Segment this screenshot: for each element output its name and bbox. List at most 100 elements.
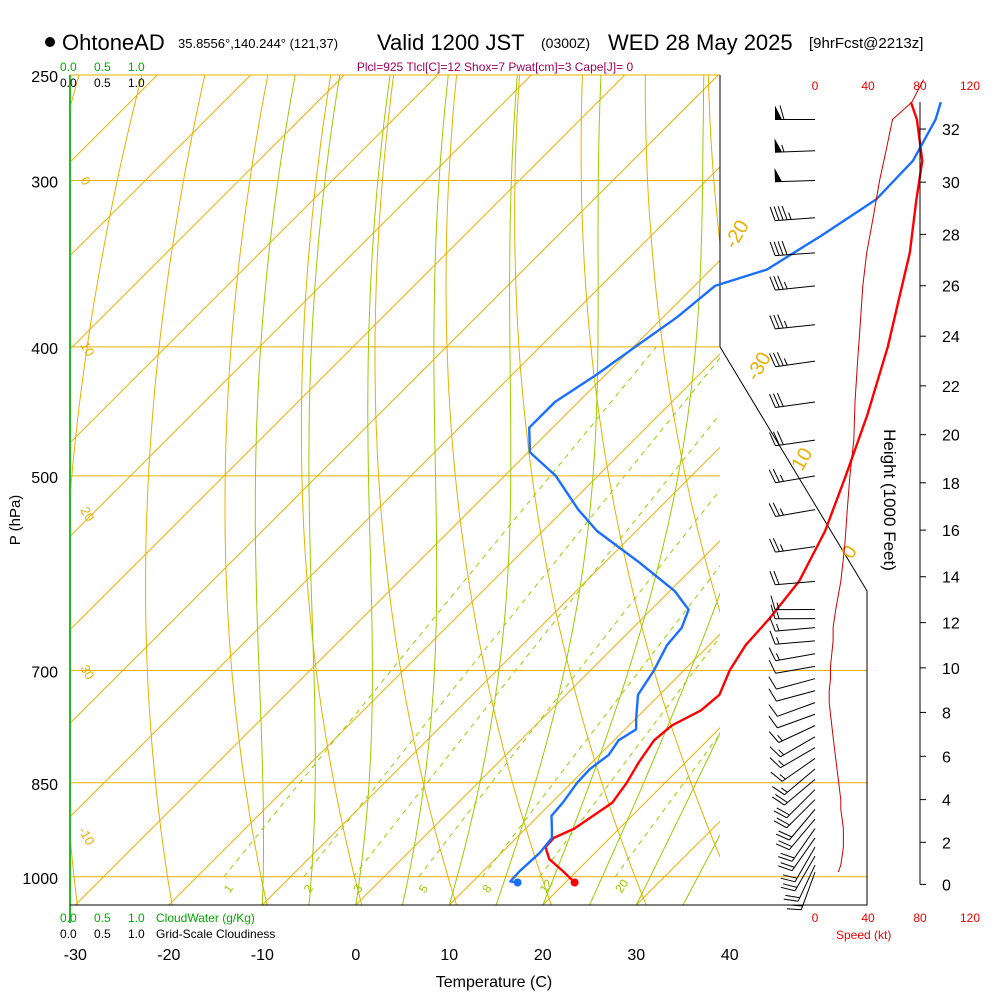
wind-barb-staff bbox=[775, 627, 816, 632]
wind-barb-staff bbox=[791, 828, 816, 862]
isotherm-line bbox=[70, 75, 439, 444]
wind-barb-full bbox=[777, 314, 784, 329]
wind-barb-full bbox=[769, 630, 776, 645]
wind-barb-staff bbox=[781, 758, 816, 782]
station-coords: 35.8556°,140.244° (121,37) bbox=[178, 36, 338, 51]
wind-barb-staff bbox=[775, 475, 816, 484]
wind-barb-full bbox=[769, 757, 781, 769]
wind-barb-full bbox=[773, 810, 787, 819]
wind-barb-full bbox=[769, 571, 776, 585]
wind-barb bbox=[772, 768, 816, 796]
wind-barb-pennant bbox=[774, 138, 782, 153]
pressure-tick-label: 1000 bbox=[22, 871, 58, 888]
wind-barb-full bbox=[781, 205, 788, 220]
station-name: OhtoneAD bbox=[62, 30, 165, 55]
wind-barb-staff bbox=[778, 725, 816, 743]
dry-adiabat-line bbox=[70, 75, 143, 905]
wind-barb bbox=[786, 871, 816, 911]
wind-barb-full bbox=[772, 431, 780, 446]
wind-barb-full bbox=[772, 352, 780, 367]
dry-adiabat-line bbox=[145, 75, 206, 905]
wind-panel bbox=[768, 79, 924, 911]
speed-top-tick-0: 0 bbox=[812, 79, 819, 93]
wind-barb-full bbox=[769, 315, 776, 330]
wind-barb-half bbox=[781, 787, 788, 793]
mixing-ratio-line bbox=[539, 636, 720, 878]
temperature-line bbox=[544, 101, 924, 884]
height-tick-label: 18 bbox=[942, 476, 960, 493]
wind-barb-staff bbox=[775, 285, 816, 291]
moist-adiabat-line bbox=[635, 731, 720, 905]
isotherm-line bbox=[542, 727, 720, 905]
wind-barb-full bbox=[775, 793, 788, 803]
wind-barb-half bbox=[783, 320, 788, 328]
wind-barb-full bbox=[775, 833, 790, 841]
wind-barb bbox=[768, 702, 816, 717]
wind-barb-full bbox=[773, 820, 787, 829]
wind-barb-full bbox=[773, 241, 780, 256]
wind-barb-full bbox=[775, 843, 790, 851]
height-tick-label: 22 bbox=[942, 379, 960, 396]
wind-barb-staff bbox=[780, 747, 816, 769]
wind-barb-full bbox=[768, 659, 777, 674]
y-axis-label: P (hPa) bbox=[7, 495, 24, 546]
wind-barb-full bbox=[783, 898, 799, 902]
cloudwater-bottom-tick-1: 0.5 bbox=[94, 911, 111, 925]
wind-barb-full bbox=[776, 392, 784, 407]
cloudiness-top-tick-0: 0.0 bbox=[60, 76, 77, 90]
cloudiness-bottom-tick-1: 0.5 bbox=[94, 927, 111, 941]
forecast-info: [9hrFcst@2213z] bbox=[809, 35, 923, 52]
wind-barb-full bbox=[770, 771, 783, 782]
mixing-ratio-line bbox=[352, 413, 720, 878]
wind-barb-staff bbox=[784, 768, 816, 796]
pressure-tick-label: 250 bbox=[31, 69, 58, 86]
wind-barb bbox=[768, 713, 816, 729]
wind-barb bbox=[768, 647, 816, 662]
mixing-ratio-label: 3 bbox=[350, 882, 365, 896]
speed-top-tick-3: 120 bbox=[960, 79, 980, 93]
wind-barb-staff bbox=[775, 580, 816, 586]
isotherm-label: -10 bbox=[75, 824, 97, 848]
wind-barb-half bbox=[775, 653, 780, 661]
wind-barb-full bbox=[773, 206, 780, 221]
plot-area bbox=[70, 75, 720, 905]
isotherm-line bbox=[70, 166, 720, 818]
isotherm-line bbox=[448, 633, 720, 905]
wind-barb-full bbox=[769, 241, 776, 256]
isotherm-label: 20 bbox=[77, 504, 97, 524]
wind-barb-half bbox=[779, 544, 784, 552]
wind-barb-half bbox=[776, 602, 780, 610]
wind-barb-pennant bbox=[775, 105, 782, 120]
wind-barb-full bbox=[786, 908, 802, 911]
speed-top-tick-1: 40 bbox=[861, 79, 875, 93]
wind-barb-full bbox=[772, 468, 780, 483]
wind-barb-full bbox=[785, 894, 800, 899]
wind-barb-full bbox=[772, 796, 785, 806]
wind-barb-staff bbox=[775, 324, 816, 330]
valid-time: Valid 1200 JST bbox=[377, 30, 525, 55]
mixing-ratio-line bbox=[223, 346, 657, 878]
wind-barb-staff bbox=[794, 846, 816, 883]
wind-barb-staff bbox=[794, 855, 816, 892]
height-tick-label: 24 bbox=[942, 329, 960, 346]
wind-barb-staff bbox=[775, 439, 816, 447]
height-tick-label: 26 bbox=[942, 279, 960, 296]
moist-adiabat-line bbox=[308, 75, 341, 905]
wind-barb-staff bbox=[776, 678, 816, 690]
height-tick-label: 12 bbox=[942, 616, 960, 633]
wind-barb-half bbox=[779, 474, 784, 482]
height-tick-label: 30 bbox=[942, 175, 960, 192]
wind-barb bbox=[780, 846, 816, 883]
wind-barb-staff bbox=[786, 799, 816, 829]
wind-barb bbox=[772, 778, 816, 806]
temperature-tick-label: -30 bbox=[64, 947, 87, 964]
cloudwater-bottom-tick-2: 1.0 bbox=[128, 911, 145, 925]
wind-barb-staff bbox=[800, 871, 816, 910]
isotherm-label: -20 bbox=[720, 216, 754, 252]
background-lines bbox=[69, 74, 868, 923]
wind-barb-staff bbox=[788, 809, 816, 841]
height-tick-label: 0 bbox=[942, 877, 951, 894]
wind-barb-staff bbox=[775, 252, 816, 257]
wind-barb bbox=[769, 617, 816, 632]
